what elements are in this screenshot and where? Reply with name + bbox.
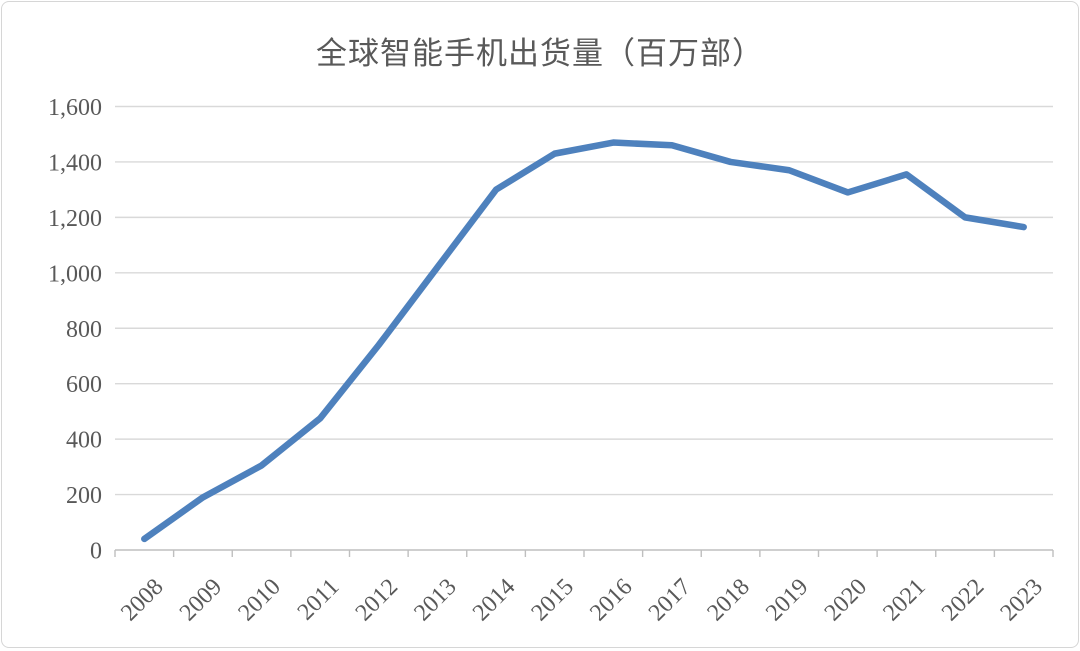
shipments-line-series — [141, 139, 1027, 543]
y-tick-label: 1,400 — [48, 150, 102, 176]
x-tick-label: 2012 — [351, 574, 403, 626]
x-tick-label: 2008 — [116, 574, 168, 626]
x-tick-label: 2021 — [878, 574, 930, 626]
y-tick-label: 1,200 — [48, 206, 102, 232]
x-tick-label: 2017 — [644, 574, 696, 626]
y-tick-label: 800 — [66, 317, 102, 343]
x-tick-label: 2013 — [409, 574, 461, 626]
x-tick-label: 2010 — [233, 574, 285, 626]
y-tick-label: 0 — [90, 539, 102, 565]
x-tick-label: 2019 — [761, 574, 813, 626]
y-tick-label: 1,600 — [48, 95, 102, 121]
x-tick-label: 2014 — [468, 574, 520, 626]
y-tick-label: 600 — [66, 372, 102, 398]
x-tick-label: 2023 — [996, 574, 1048, 626]
x-tick-label: 2011 — [293, 574, 345, 626]
y-tick-label: 1,000 — [48, 261, 102, 287]
x-tick-label: 2009 — [175, 574, 227, 626]
x-tick-label: 2018 — [702, 574, 754, 626]
chart-title: 全球智能手机出货量（百万部） — [316, 36, 764, 71]
x-tick-label: 2020 — [820, 574, 872, 626]
y-tick-label: 400 — [66, 428, 102, 454]
x-tick-label: 2016 — [585, 574, 637, 626]
y-tick-label: 200 — [66, 483, 102, 509]
x-tick-label: 2022 — [937, 574, 989, 626]
x-tick-label: 2015 — [527, 574, 579, 626]
